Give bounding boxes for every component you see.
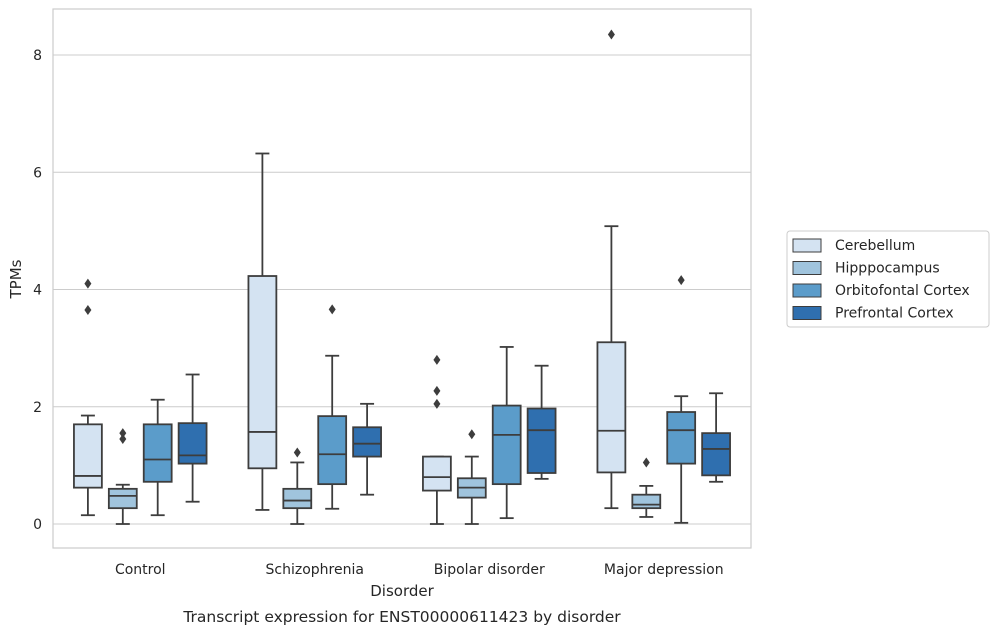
box-orbitofontal-cortex (666, 275, 697, 524)
box-prefrontal-cortex (352, 402, 382, 496)
box-body (352, 426, 382, 458)
x-tick-label: Bipolar disorder (434, 562, 545, 578)
box-hipppocampus (107, 428, 138, 525)
boxes (73, 29, 731, 525)
y-tick-label: 2 (33, 400, 42, 416)
box-hipppocampus (456, 429, 487, 525)
y-axis-label: TPMs (7, 259, 25, 299)
outlier-point (642, 457, 650, 468)
outlier-point (468, 429, 476, 440)
x-tick-label: Schizophrenia (266, 562, 364, 578)
outlier-point (293, 447, 301, 458)
outlier-point (433, 385, 441, 396)
box-body (701, 432, 731, 477)
box-body (177, 422, 208, 465)
legend-frame (786, 230, 990, 328)
box-body (631, 493, 662, 510)
x-tick-label: Major depression (604, 562, 724, 578)
legend-label: Prefrontal Cortex (835, 306, 954, 322)
box-body (596, 341, 627, 474)
box-cerebellum (247, 152, 278, 511)
legend-label: Cerebellum (835, 238, 915, 254)
box-orbitofontal-cortex (142, 398, 173, 517)
legend-label: Hipppocampus (835, 261, 940, 277)
box-body (666, 411, 697, 465)
legend-label: Orbitofontal Cortex (835, 283, 970, 299)
box-body (317, 415, 348, 486)
box-prefrontal-cortex (701, 392, 731, 483)
box-body (491, 404, 522, 486)
box-prefrontal-cortex (177, 373, 208, 503)
y-tick-label: 0 (33, 517, 42, 533)
box-orbitofontal-cortex (491, 346, 522, 520)
legend-swatch (792, 238, 822, 253)
x-tick-label: Control (115, 562, 166, 578)
box-hipppocampus (282, 447, 313, 525)
outlier-point (119, 428, 127, 439)
y-tick-label: 4 (33, 283, 42, 299)
outlier-point (433, 398, 441, 409)
box-hipppocampus (631, 457, 662, 518)
box-cerebellum (596, 29, 627, 510)
legend-swatch (792, 306, 822, 320)
y-tick-label: 8 (33, 48, 42, 64)
box-body (107, 487, 138, 510)
outlier-point (433, 354, 441, 365)
grid-lines (53, 54, 751, 525)
outlier-point (84, 305, 92, 316)
x-axis-label: Disorder (370, 582, 434, 600)
box-body (422, 455, 452, 492)
outlier-point (607, 29, 615, 40)
outlier-point (677, 275, 685, 286)
box-body (247, 275, 278, 470)
legend-swatch (792, 261, 822, 275)
outlier-point (119, 433, 127, 444)
plot-frame (52, 8, 752, 549)
box-cerebellum (73, 278, 103, 517)
box-body (142, 423, 173, 483)
box-body (73, 423, 103, 489)
chart-caption: Transcript expression for ENST0000061142… (182, 608, 621, 626)
box-prefrontal-cortex (526, 364, 557, 480)
y-tick-labels: 0 2 4 6 8 (33, 48, 42, 533)
box-cerebellum (422, 354, 452, 525)
box-body (282, 487, 313, 510)
legend-swatch (792, 283, 822, 298)
box-body (526, 407, 557, 474)
box-orbitofontal-cortex (317, 304, 348, 510)
x-tick-labels: Control Schizophrenia Bipolar disorder Majo… (115, 562, 724, 578)
y-tick-label: 6 (33, 165, 42, 181)
legend: Cerebellum Hipppocampus Orbitofontal Corte… (786, 230, 990, 328)
outlier-point (328, 304, 336, 315)
outlier-point (84, 278, 92, 289)
